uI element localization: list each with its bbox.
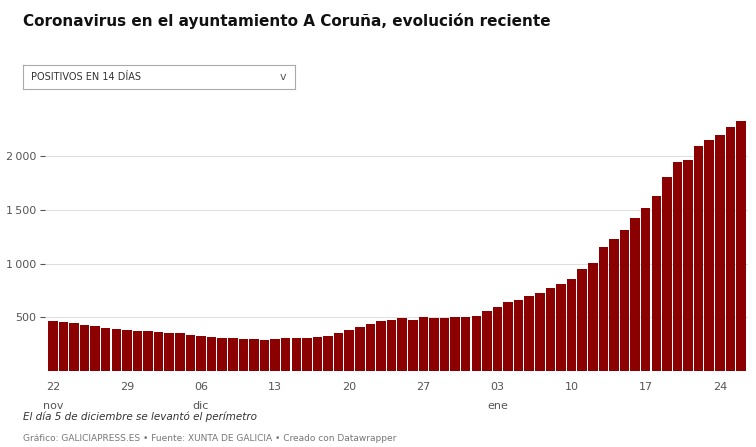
Bar [736, 121, 745, 371]
Bar [631, 218, 640, 371]
Bar [440, 318, 449, 371]
Bar [662, 177, 671, 371]
Bar [376, 321, 386, 371]
Text: nov: nov [42, 401, 63, 411]
Text: El día 5 de diciembre se levantó el perímetro: El día 5 de diciembre se levantó el perí… [23, 411, 257, 422]
Bar [271, 339, 280, 371]
Bar [281, 338, 290, 371]
Bar [345, 330, 354, 371]
Text: 06: 06 [194, 382, 208, 392]
Bar [641, 208, 650, 371]
Text: POSITIVOS EN 14 DÍAS: POSITIVOS EN 14 DÍAS [31, 72, 141, 82]
Bar [461, 317, 470, 371]
Bar [112, 329, 121, 371]
Bar [355, 327, 364, 371]
Bar [429, 318, 438, 371]
Bar [525, 296, 534, 371]
Text: v: v [280, 72, 287, 82]
Text: ene: ene [487, 401, 508, 411]
Bar [313, 337, 322, 371]
Bar [694, 146, 703, 371]
Bar [175, 333, 184, 371]
Bar [144, 331, 153, 371]
Bar [302, 338, 311, 371]
Bar [207, 337, 216, 371]
Text: 22: 22 [45, 382, 60, 392]
Bar [546, 288, 555, 371]
Bar [249, 339, 259, 371]
Bar [578, 269, 587, 371]
Bar [493, 307, 502, 371]
Bar [588, 263, 597, 371]
Bar [387, 320, 396, 371]
Bar [408, 320, 417, 371]
Bar [165, 333, 174, 371]
Bar [398, 318, 407, 371]
Bar [292, 338, 301, 371]
Bar [334, 333, 343, 371]
Bar [609, 239, 618, 371]
Bar [451, 317, 460, 371]
Bar [239, 339, 248, 371]
Bar [366, 324, 375, 371]
Bar [91, 326, 100, 371]
Bar [715, 135, 724, 371]
Bar [556, 284, 565, 371]
Bar [514, 300, 523, 371]
Bar [218, 338, 227, 371]
Bar [599, 247, 608, 371]
Bar [683, 160, 692, 371]
Bar [48, 321, 57, 371]
Bar [70, 323, 79, 371]
Bar [101, 328, 110, 371]
Text: 29: 29 [119, 382, 134, 392]
Bar [197, 336, 206, 371]
Text: dic: dic [193, 401, 209, 411]
Bar [419, 317, 428, 371]
Bar [535, 293, 544, 371]
Bar [80, 325, 89, 371]
Bar [652, 196, 661, 371]
Text: 27: 27 [417, 382, 430, 392]
Bar [620, 231, 629, 371]
Bar [705, 140, 714, 371]
Text: Coronavirus en el ayuntamiento A Coruña, evolución reciente: Coronavirus en el ayuntamiento A Coruña,… [23, 13, 550, 30]
Bar [122, 330, 132, 371]
Text: 13: 13 [268, 382, 282, 392]
Bar [503, 302, 513, 371]
Text: 03: 03 [491, 382, 504, 392]
Bar [260, 340, 269, 371]
Bar [726, 127, 735, 371]
Bar [133, 331, 142, 371]
Text: 24: 24 [713, 382, 727, 392]
Text: 10: 10 [565, 382, 578, 392]
Bar [472, 316, 481, 371]
Text: 17: 17 [639, 382, 652, 392]
Bar [154, 333, 163, 371]
Bar [186, 334, 195, 371]
Bar [567, 279, 576, 371]
Bar [673, 162, 682, 371]
Text: 20: 20 [342, 382, 356, 392]
Bar [324, 336, 333, 371]
Bar [59, 322, 68, 371]
Bar [228, 338, 237, 371]
Text: Gráfico: GALICIAPRESS.ES • Fuente: XUNTA DE GALICIA • Creado con Datawrapper: Gráfico: GALICIAPRESS.ES • Fuente: XUNTA… [23, 434, 396, 443]
Bar [482, 311, 491, 371]
